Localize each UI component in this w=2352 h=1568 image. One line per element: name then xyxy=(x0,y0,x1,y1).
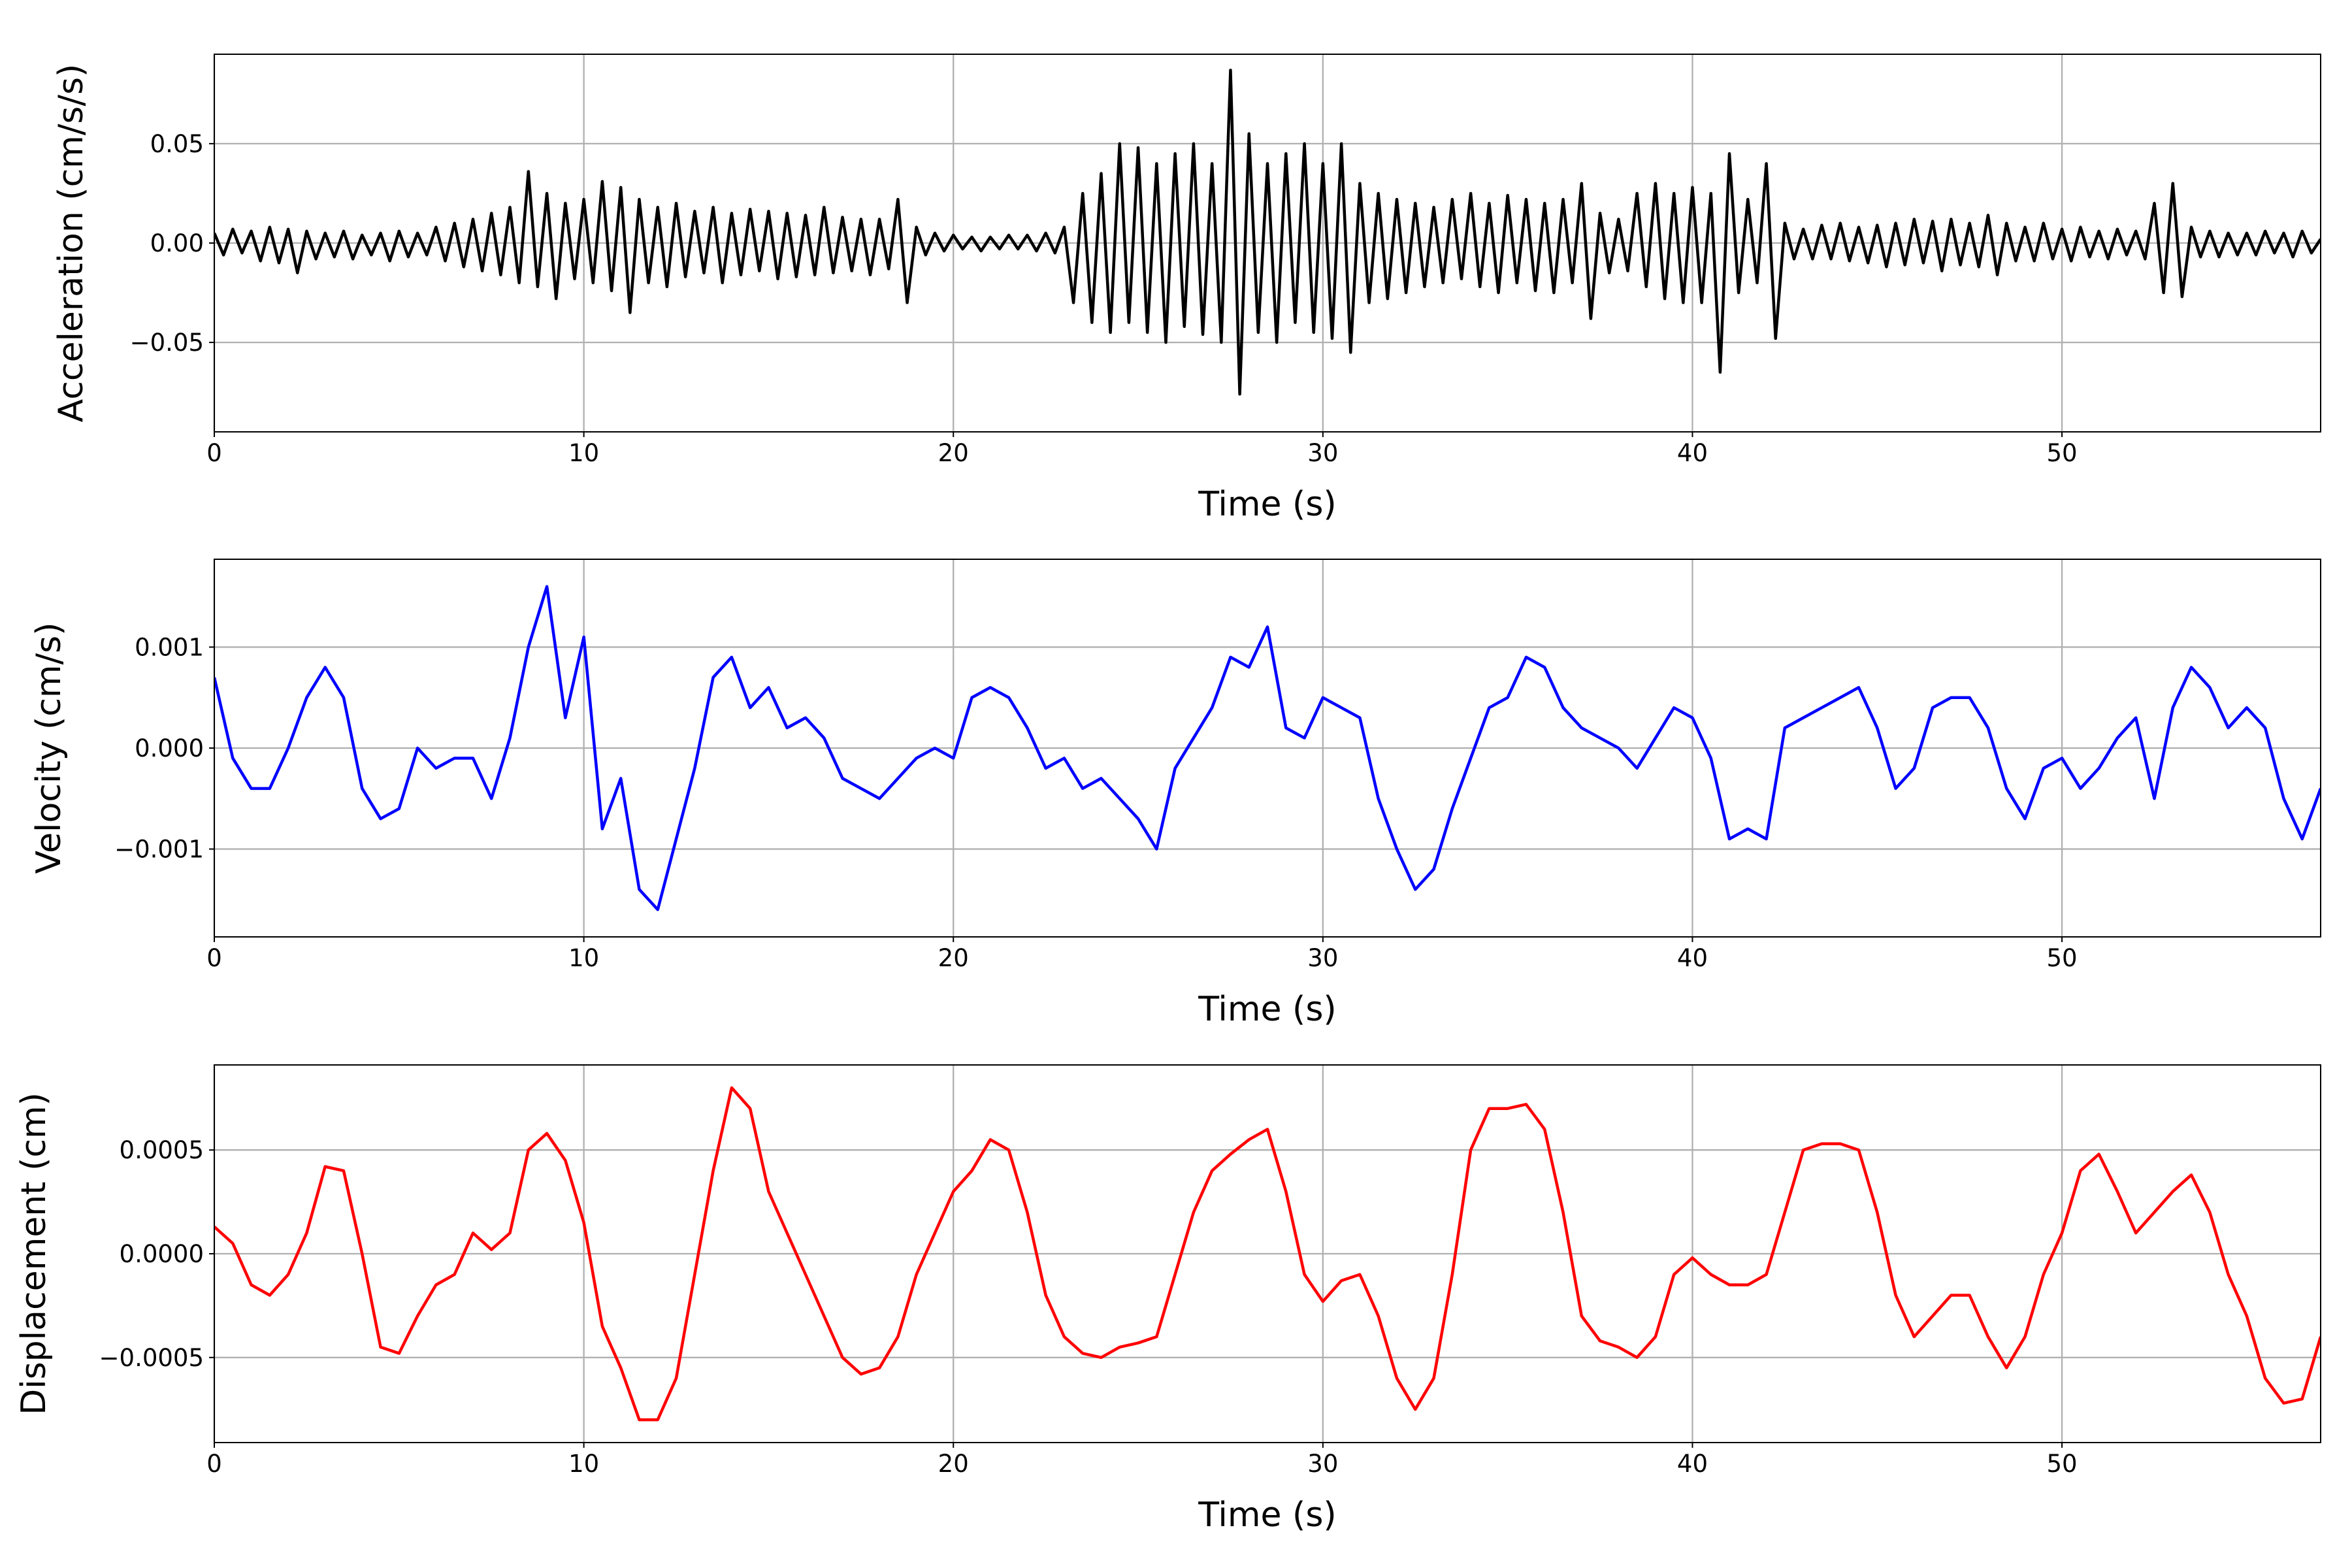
y-axis-label: Velocity (cm/s) xyxy=(29,623,69,874)
panel: 0 10 20 30 40 50 −0.0005 0.0000 0.0005 Time (s) Di… xyxy=(14,1064,2321,1535)
plot-area xyxy=(214,69,2321,396)
axes-frame xyxy=(214,1064,2321,1443)
x-tick-label: 20 xyxy=(938,1450,969,1478)
y-tick-label: −0.001 xyxy=(114,836,204,864)
plot-area xyxy=(214,585,2321,911)
x-tick-label: 10 xyxy=(568,1450,599,1478)
y-tick-label: 0.00 xyxy=(150,229,204,257)
x-tick-label: 50 xyxy=(2047,439,2078,467)
x-axis-label: Time (s) xyxy=(1198,485,1336,524)
y-axis-label: Acceleration (cm/s/s) xyxy=(52,64,91,423)
plot-area xyxy=(214,1086,2321,1422)
y-axis-label: Displacement (cm) xyxy=(14,1092,54,1415)
axes-frame xyxy=(214,54,2321,433)
x-tick-label: 50 xyxy=(2047,944,2078,972)
data-line xyxy=(214,69,2321,396)
x-tick-label: 0 xyxy=(206,944,222,972)
data-line xyxy=(214,585,2321,911)
y-tick-label: 0.001 xyxy=(135,633,204,661)
y-tick-label: 0.05 xyxy=(150,130,204,158)
y-tick-label: 0.0000 xyxy=(120,1240,204,1268)
y-tick-label: −0.05 xyxy=(130,329,204,357)
x-axis-label: Time (s) xyxy=(1198,1495,1336,1535)
x-tick-label: 40 xyxy=(1677,1450,1708,1478)
x-tick-label: 20 xyxy=(938,944,969,972)
x-tick-label: 10 xyxy=(568,439,599,467)
x-tick-label: 10 xyxy=(568,944,599,972)
x-tick-label: 30 xyxy=(1307,944,1338,972)
x-tick-label: 30 xyxy=(1307,439,1338,467)
x-tick-label: 0 xyxy=(206,439,222,467)
x-tick-label: 20 xyxy=(938,439,969,467)
x-tick-label: 40 xyxy=(1677,439,1708,467)
y-tick-label: 0.000 xyxy=(135,734,204,762)
x-tick-label: 0 xyxy=(206,1450,222,1478)
panel: 0 10 20 30 40 50 −0.001 0.000 0.001 Time (s) Veloc… xyxy=(29,559,2321,1029)
x-tick-label: 40 xyxy=(1677,944,1708,972)
axes-frame xyxy=(214,559,2321,938)
x-axis-label: Time (s) xyxy=(1198,990,1336,1029)
x-tick-label: 30 xyxy=(1307,1450,1338,1478)
data-line xyxy=(214,1086,2321,1422)
panel: 0 10 20 30 40 50 −0.05 0.00 0.05 Time (s) Accelera… xyxy=(52,54,2321,524)
x-tick-label: 50 xyxy=(2047,1450,2078,1478)
y-tick-label: −0.0005 xyxy=(99,1344,204,1372)
y-tick-label: 0.0005 xyxy=(120,1136,204,1164)
